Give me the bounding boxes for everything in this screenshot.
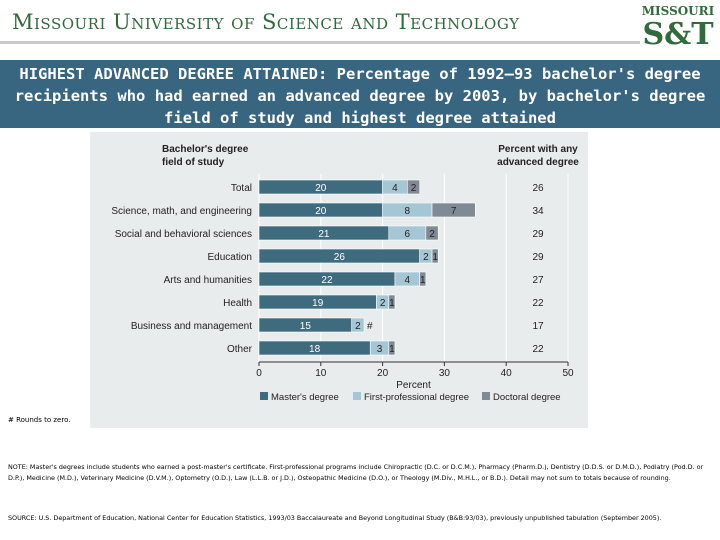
x-tick-label: 20: [377, 368, 389, 379]
source-text: SOURCE: U.S. Department of Education, Na…: [8, 514, 662, 522]
category-label: Arts and humanities: [164, 275, 252, 286]
legend-label: Doctoral degree: [493, 392, 561, 403]
row-header-line-1: Bachelor's degree: [162, 144, 249, 155]
total-label: 17: [532, 321, 544, 332]
data-label: #: [367, 321, 373, 332]
total-label: 29: [532, 229, 544, 240]
total-label: 34: [532, 206, 544, 217]
data-label: 1: [432, 252, 438, 263]
category-label: Business and management: [131, 321, 252, 332]
data-label: 8: [405, 206, 411, 217]
header: Missouri University of Science and Techn…: [0, 0, 720, 60]
chart-panel: Bachelor's degree field of study Percent w…: [90, 132, 588, 428]
total-label: 22: [532, 344, 544, 355]
data-label: 2: [380, 298, 386, 309]
total-label: 26: [532, 183, 544, 194]
data-label: 2: [429, 229, 435, 240]
data-label: 20: [315, 206, 327, 217]
x-axis-title: Percent: [396, 380, 431, 391]
data-label: 22: [321, 275, 333, 286]
data-label: 1: [389, 344, 395, 355]
category-label: Science, math, and engineering: [111, 206, 252, 217]
category-label: Social and behavioral sciences: [115, 229, 252, 240]
data-label: 3: [377, 344, 383, 355]
x-tick-label: 0: [256, 368, 262, 379]
x-tick-label: 50: [562, 368, 574, 379]
legend-swatch: [353, 392, 361, 400]
header-rule: [0, 41, 640, 44]
total-label: 27: [532, 275, 544, 286]
note-text: NOTE: Master's degrees include students …: [8, 463, 704, 482]
data-label: 15: [300, 321, 312, 332]
data-label: 18: [309, 344, 321, 355]
logo-top-text: MISSOURI: [641, 4, 715, 18]
data-label: 20: [315, 183, 327, 194]
data-label: 1: [389, 298, 395, 309]
total-label: 29: [532, 252, 544, 263]
bar-segment: [431, 248, 439, 264]
legend-swatch: [482, 392, 490, 400]
data-label: 4: [392, 183, 398, 194]
bar-segment: [388, 294, 396, 310]
data-label: 4: [405, 275, 411, 286]
total-header-line-1: Percent with any: [498, 144, 578, 155]
category-label: Total: [231, 183, 252, 194]
bar-segment: [431, 202, 476, 218]
university-logo: MISSOURI S&T: [640, 4, 716, 58]
data-label: 19: [312, 298, 324, 309]
data-label: 6: [405, 229, 411, 240]
university-title: Missouri University of Science and Techn…: [12, 10, 520, 34]
x-tick-label: 30: [439, 368, 451, 379]
data-label: 26: [334, 252, 346, 263]
footnote: # Rounds to zero.: [8, 416, 71, 424]
data-label: 1: [420, 275, 426, 286]
total-label: 22: [532, 298, 544, 309]
data-label: 2: [423, 252, 429, 263]
category-label: Education: [208, 252, 252, 263]
data-label: 21: [318, 229, 330, 240]
category-label: Health: [223, 298, 252, 309]
total-header-line-2: advanced degree: [497, 157, 579, 168]
legend-label: Master's degree: [271, 392, 339, 403]
data-label: 2: [355, 321, 361, 332]
bar-segment: [351, 317, 365, 333]
bar-segment: [407, 179, 420, 195]
bar-segment: [388, 340, 396, 356]
legend-swatch: [260, 392, 268, 400]
slide-title: HIGHEST ADVANCED DEGREE ATTAINED: Percen…: [0, 60, 720, 128]
logo-bottom-text: S&T: [642, 17, 714, 52]
data-label: 2: [411, 183, 417, 194]
x-tick-label: 10: [315, 368, 327, 379]
legend-label: First-professional degree: [364, 392, 469, 403]
bar-segment: [425, 225, 439, 241]
data-label: 7: [451, 206, 457, 217]
x-tick-label: 40: [501, 368, 513, 379]
bar-segment: [419, 271, 427, 287]
category-label: Other: [227, 344, 253, 355]
row-header-line-2: field of study: [162, 157, 225, 168]
stacked-bar-chart: Bachelor's degree field of study Percent w…: [111, 144, 579, 403]
